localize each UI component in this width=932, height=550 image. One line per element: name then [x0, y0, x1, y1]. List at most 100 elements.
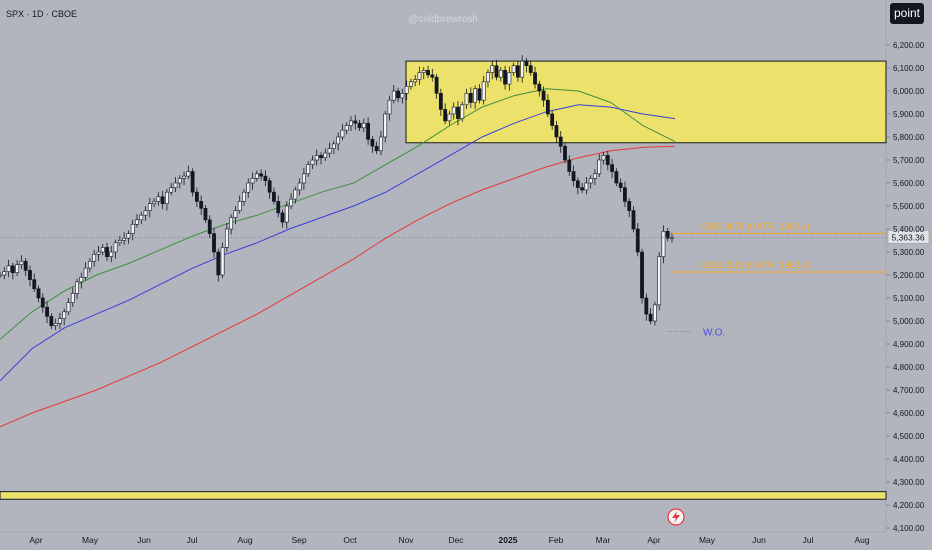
candle: [635, 223, 640, 257]
candle: [173, 177, 178, 192]
candle-body: [661, 231, 666, 257]
candle: [340, 124, 345, 141]
candle: [28, 265, 32, 287]
candle: [511, 62, 516, 76]
candle: [623, 181, 627, 207]
candle-body: [100, 247, 105, 253]
candle: [524, 57, 529, 73]
candle: [314, 149, 319, 166]
candle-body: [648, 313, 653, 322]
candle-body: [40, 297, 45, 308]
candle: [498, 67, 503, 82]
zone-box-2[interactable]: [0, 491, 887, 500]
candle: [2, 266, 7, 280]
y-tick-label: 5,300.00: [893, 248, 925, 257]
candle: [665, 228, 670, 242]
candle: [571, 165, 576, 187]
candle-body: [588, 178, 593, 184]
candle-body: [327, 148, 332, 154]
candle: [62, 308, 67, 326]
candle: [447, 110, 452, 126]
candle-body: [387, 99, 392, 115]
flash-icon[interactable]: [667, 508, 685, 526]
candle: [421, 67, 426, 80]
candle-body: [584, 182, 589, 191]
candle-body: [340, 129, 345, 138]
candle-body: [36, 288, 41, 299]
candle: [36, 285, 41, 303]
candle: [323, 148, 328, 161]
candle-body: [516, 65, 520, 78]
candle: [588, 175, 593, 189]
candle-body: [464, 93, 469, 106]
candle-body: [280, 212, 285, 223]
candle-body: [528, 65, 533, 73]
x-tick-label: Jul: [187, 535, 198, 545]
candle-body: [19, 260, 24, 265]
x-tick-label: 2025: [499, 535, 518, 545]
candle: [430, 68, 435, 82]
candle-body: [443, 109, 448, 122]
y-tick-label: 5,100.00: [893, 294, 925, 303]
candle-body: [631, 210, 636, 230]
candle: [563, 142, 567, 164]
zone-box-1[interactable]: [405, 60, 887, 144]
candle: [545, 94, 550, 118]
candle: [53, 318, 58, 330]
y-tick-label: 4,700.00: [893, 386, 925, 395]
candle: [289, 193, 293, 210]
candle-body: [644, 297, 649, 315]
candle-body: [396, 90, 400, 99]
point-mode-button[interactable]: point: [890, 3, 924, 24]
candle: [272, 187, 276, 205]
candle: [558, 131, 563, 153]
candle-body: [58, 318, 62, 324]
candle: [438, 88, 443, 117]
candle-body: [349, 120, 353, 126]
candle-body: [15, 264, 20, 273]
candle: [10, 262, 15, 280]
candle-body: [336, 136, 341, 145]
candle-body: [614, 171, 619, 184]
candle-body: [87, 260, 92, 269]
candle: [409, 78, 413, 90]
candle-body: [494, 65, 499, 78]
candle-body: [481, 81, 486, 101]
candle: [190, 168, 195, 197]
candle: [520, 55, 525, 83]
candle-body: [374, 145, 379, 152]
candle-body: [545, 99, 550, 115]
candle: [233, 206, 238, 225]
y-tick-label: 4,600.00: [893, 409, 925, 418]
candle: [224, 223, 229, 252]
candle-body: [593, 173, 597, 179]
candle-body: [571, 171, 576, 181]
candle-body: [96, 251, 101, 255]
y-tick-label: 4,300.00: [893, 478, 925, 487]
candle-body: [370, 139, 375, 147]
candle: [87, 257, 92, 273]
candle-body: [126, 233, 131, 239]
candle-body: [293, 189, 298, 200]
candle: [460, 101, 465, 122]
candle-body: [105, 247, 109, 257]
candle-body: [344, 125, 349, 131]
candle-body: [541, 90, 546, 101]
candle: [550, 110, 555, 130]
candle-body: [254, 173, 259, 179]
candle-body: [160, 196, 165, 205]
candle-body: [383, 113, 388, 138]
candle: [229, 214, 234, 235]
candle: [357, 119, 362, 132]
price-scale[interactable]: [886, 0, 932, 550]
candle-body: [242, 191, 246, 202]
candle: [135, 213, 139, 228]
candle: [96, 246, 101, 261]
candle-body: [130, 224, 135, 234]
candle: [344, 122, 349, 135]
y-tick-label: 4,200.00: [893, 501, 925, 510]
candle: [212, 227, 216, 258]
candle-body: [10, 265, 15, 273]
x-tick-label: Dec: [448, 535, 464, 545]
